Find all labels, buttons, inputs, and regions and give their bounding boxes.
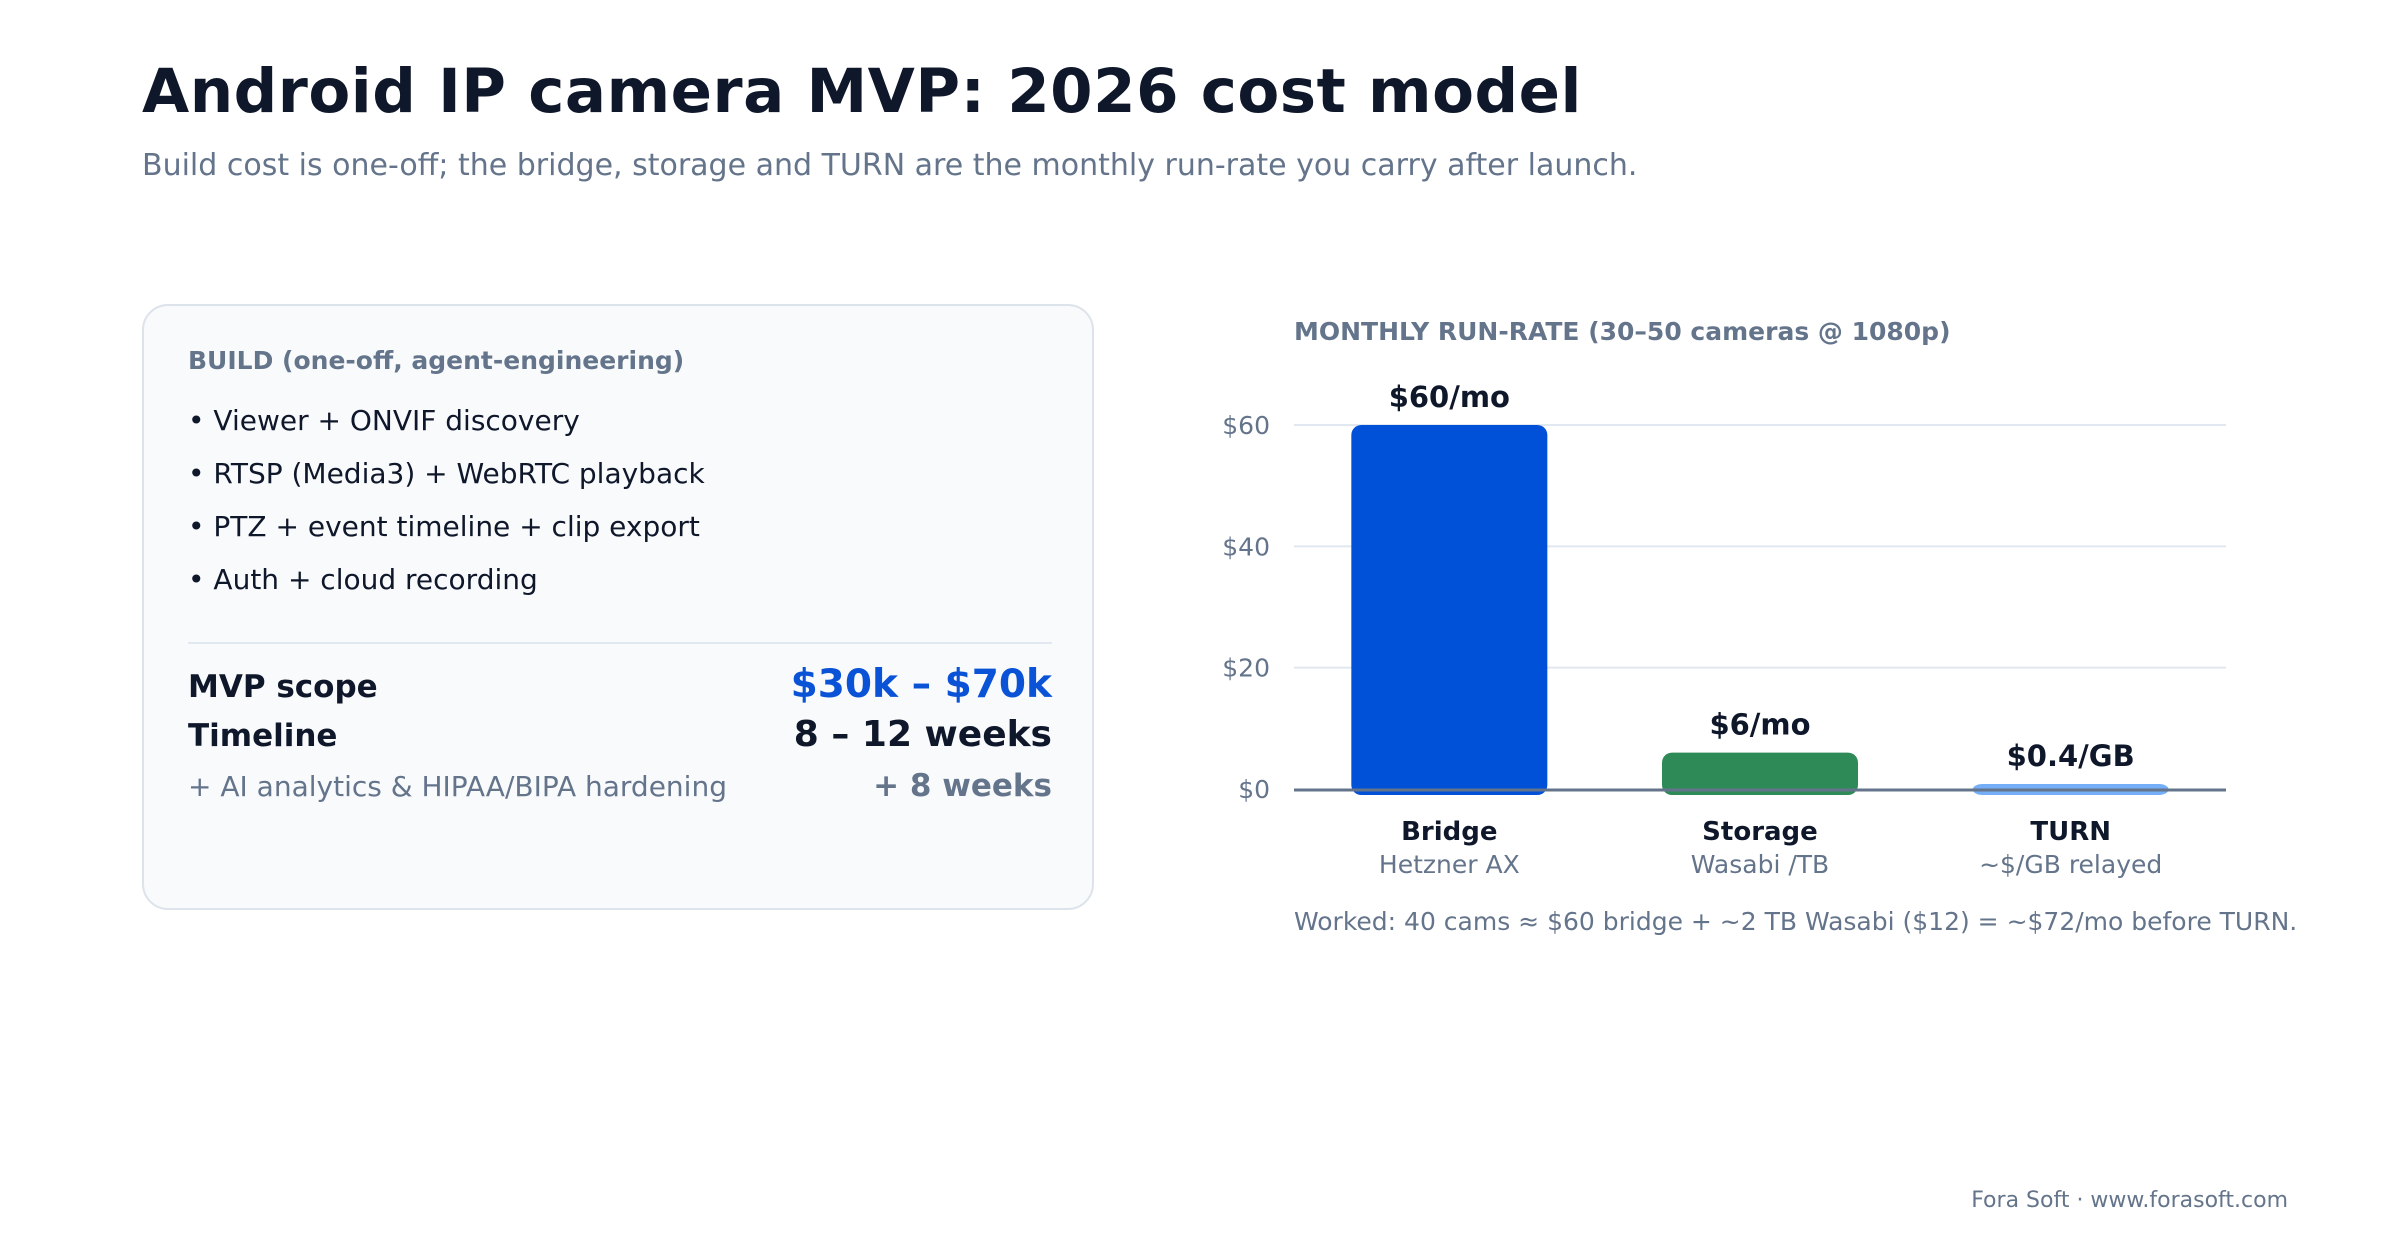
addon-row: + AI analytics & HIPAA/BIPA hardening + … [188,768,1052,804]
page-subtitle: Build cost is one-off; the bridge, stora… [142,148,1638,183]
addon-label: + AI analytics & HIPAA/BIPA hardening [188,770,727,803]
build-cost-card: BUILD (one-off, agent-engineering) • Vie… [142,304,1094,910]
timeline-label: Timeline [188,718,338,754]
build-card-heading: BUILD (one-off, agent-engineering) [188,346,685,375]
scope-item: • Auth + cloud recording [188,563,538,596]
category-label: TURN [2030,817,2111,847]
scope-item: • PTZ + event timeline + clip export [188,510,700,543]
page-title: Android IP camera MVP: 2026 cost model [142,56,1582,127]
mvp-scope-row: MVP scope $30k – $70k [188,662,1052,707]
addon-value: + 8 weeks [873,768,1052,804]
y-tick-label: $60 [1222,411,1270,440]
y-tick-label: $40 [1222,532,1270,561]
category-subtitle: Wasabi /TB [1691,850,1829,879]
y-tick-label: $0 [1238,775,1270,804]
category-subtitle: Hetzner AX [1379,850,1520,879]
category-label: Bridge [1401,817,1497,847]
timeline-row: Timeline 8 – 12 weeks [188,714,1052,755]
card-divider [188,642,1052,644]
timeline-value: 8 – 12 weeks [793,714,1052,755]
mvp-scope-label: MVP scope [188,669,378,705]
footer-credit: Fora Soft · www.forasoft.com [1971,1188,2288,1213]
scope-list: • Viewer + ONVIF discovery • RTSP (Media… [188,402,705,614]
bar-bridge [1351,425,1548,795]
bar-value-label: $0.4/GB [2007,739,2135,773]
chart-labels: $0 $20 $40 $60 $60/mo Bridge Hetzner AX $6/mo St… [1222,380,2162,879]
bar-storage [1662,752,1858,795]
mvp-scope-value: $30k – $70k [790,662,1052,707]
y-tick-label: $20 [1222,654,1270,683]
scope-item: • RTSP (Media3) + WebRTC playback [188,457,705,490]
bar-value-label: $6/mo [1709,708,1810,742]
chart-title: MONTHLY RUN-RATE (30–50 cameras @ 1080p) [1294,317,1951,346]
category-label: Storage [1702,817,1818,847]
chart-note: Worked: 40 cams ≈ $60 bridge + ~2 TB Was… [1294,907,2297,936]
category-subtitle: ~$/GB relayed [1979,850,2162,879]
chart-bars [1351,425,2169,795]
bar-value-label: $60/mo [1389,380,1510,414]
scope-item: • Viewer + ONVIF discovery [188,404,580,437]
